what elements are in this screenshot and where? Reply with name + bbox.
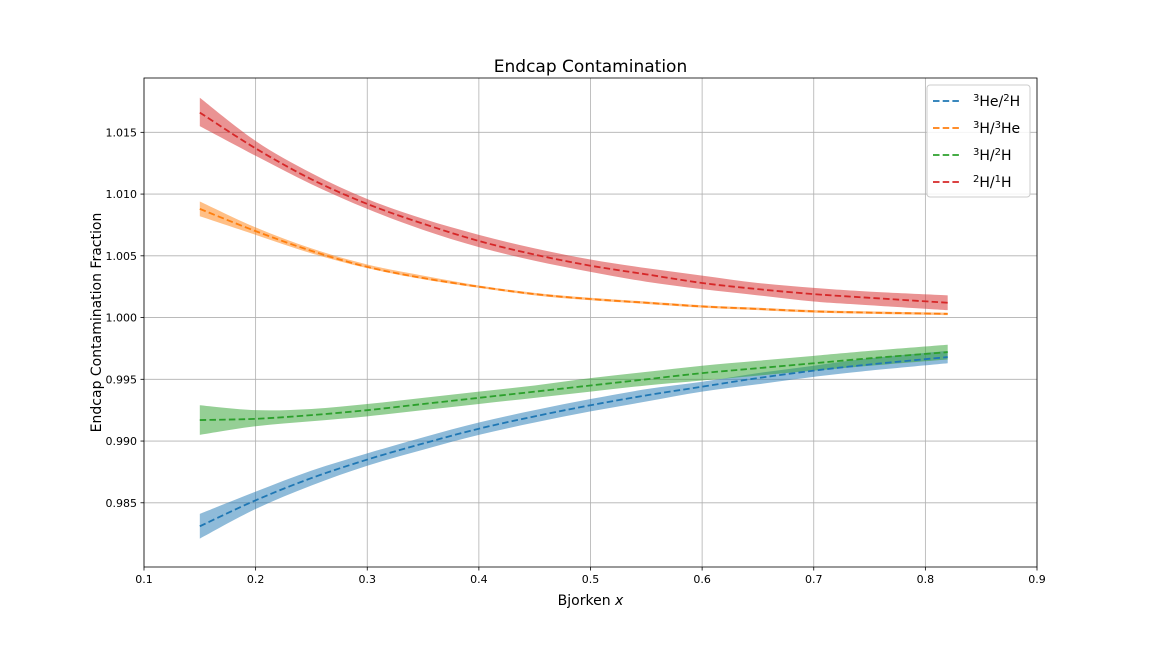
x-tick-label: 0.6 <box>693 573 711 586</box>
y-tick-label: 0.985 <box>106 497 138 510</box>
x-tick-label: 0.8 <box>917 573 935 586</box>
legend-label: 2H/1H <box>973 174 1012 192</box>
x-tick-label: 0.7 <box>805 573 823 586</box>
legend-label: 3He/2H <box>973 93 1020 111</box>
legend-label-part: 3 <box>973 120 979 131</box>
x-tick-label: 0.1 <box>135 573 153 586</box>
legend-label-part: H/ <box>979 148 995 164</box>
series-0-band <box>199 350 948 539</box>
legend-label-part: H/ <box>979 121 995 137</box>
y-tick-label: 0.995 <box>106 373 138 386</box>
legend-label-part: 3 <box>973 93 979 104</box>
y-tick-label: 1.010 <box>106 188 138 201</box>
legend-label-part: H <box>1001 175 1012 191</box>
x-tick-label: 0.2 <box>247 573 265 586</box>
legend-label-part: He/ <box>979 94 1003 110</box>
x-tick-label: 0.5 <box>582 573 600 586</box>
x-axis-label-var: x <box>614 593 624 609</box>
legend-label-part: 3 <box>995 120 1001 131</box>
series-0-line <box>199 356 948 528</box>
series-1-line <box>199 208 948 315</box>
legend-label-part: He <box>1001 121 1020 137</box>
y-tick-label: 0.990 <box>106 435 138 448</box>
legend-label: 3H/2H <box>973 147 1012 165</box>
legend-box <box>926 84 1031 198</box>
x-tick-label: 0.9 <box>1028 573 1046 586</box>
series-2-line <box>199 351 948 421</box>
legend-label-part: 2 <box>973 174 979 185</box>
y-axis-label: Endcap Contamination Fraction <box>89 213 105 433</box>
series-3-band <box>199 97 948 311</box>
series-lines <box>199 111 948 528</box>
legend-label-part: 1 <box>995 174 1001 185</box>
legend-label-part: 3 <box>973 147 979 158</box>
legend-label-part: H <box>1001 148 1012 164</box>
x-tick-label: 0.3 <box>359 573 377 586</box>
legend-label: 3H/3He <box>973 120 1020 138</box>
x-axis-label-text: Bjorken <box>558 593 611 609</box>
legend-label-part: 2 <box>995 147 1001 158</box>
x-tick-label: 0.4 <box>470 573 488 586</box>
chart-title: Endcap Contamination <box>494 57 687 77</box>
x-axis-label: Bjorken x <box>558 593 624 609</box>
series-3-line <box>199 111 948 304</box>
axis-ticks: 0.1 0.2 0.3 0.4 0.5 0.6 0.7 0.8 0.9 0.985 0.990 0.9… <box>106 126 1046 586</box>
legend-label-part: H <box>1010 94 1021 110</box>
y-tick-label: 1.000 <box>106 312 138 325</box>
y-tick-label: 1.015 <box>106 126 138 139</box>
y-tick-label: 1.005 <box>106 250 138 263</box>
legend-label-part: H/ <box>979 175 995 191</box>
legend-label-part: 2 <box>1003 93 1009 104</box>
